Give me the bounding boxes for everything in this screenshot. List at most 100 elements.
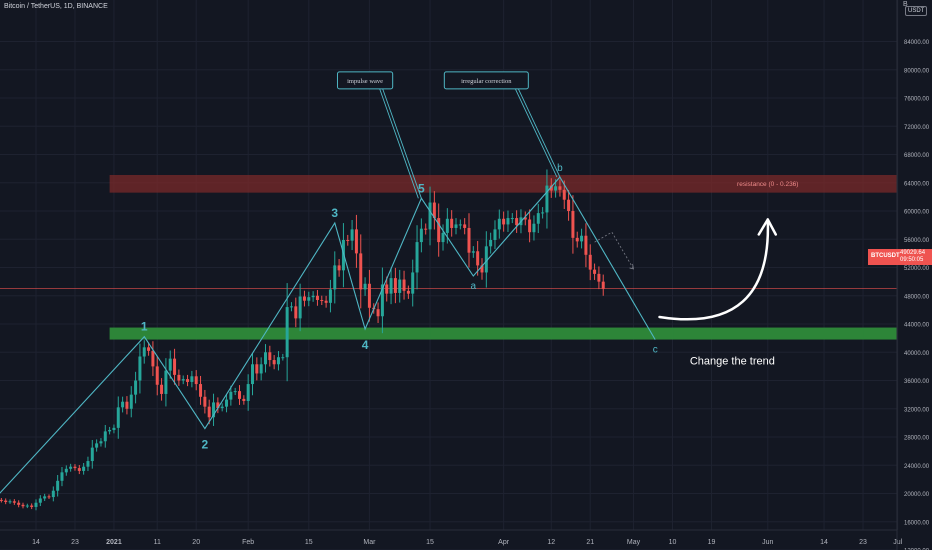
- callout-pointer: [514, 88, 558, 178]
- y-tick-label: 48000.00: [904, 294, 930, 300]
- callout-text: impulse wave: [347, 78, 383, 85]
- candle-body: [125, 401, 129, 409]
- callout-pointer: [517, 88, 561, 178]
- candle-body: [497, 218, 501, 230]
- symbol-title[interactable]: Bitcoin / TetherUS, 1D, BINANCE: [4, 3, 108, 10]
- candle-body: [17, 502, 21, 505]
- candle-body: [597, 273, 601, 282]
- x-tick-label: 23: [859, 539, 867, 546]
- price-tag-countdown: 09:50:05: [900, 257, 924, 263]
- y-tick-label: 44000.00: [904, 323, 930, 329]
- candle-body: [21, 504, 25, 507]
- x-tick-label: 12: [547, 539, 555, 546]
- candle-body: [199, 384, 203, 397]
- support-zone: [109, 327, 898, 340]
- candle-body: [103, 431, 107, 442]
- candle-body: [554, 186, 558, 191]
- candle-body: [194, 376, 198, 385]
- resistance-label: resistance (0 - 0.236): [737, 181, 798, 188]
- candle-body: [380, 284, 384, 317]
- candle-body: [458, 224, 462, 226]
- candle-body: [307, 297, 311, 301]
- candle-body: [523, 217, 527, 220]
- x-tick-label: Jun: [762, 539, 773, 546]
- candle-body: [437, 218, 441, 243]
- price-tag-symbol: BTCUSDT: [871, 253, 900, 259]
- currency-badge[interactable]: USDT: [905, 6, 928, 16]
- wave-label-5: 5: [418, 181, 425, 195]
- candle-body: [376, 309, 380, 317]
- candle-body: [207, 406, 211, 418]
- y-tick-label: 28000.00: [904, 436, 930, 442]
- x-tick-label: 2021: [106, 539, 122, 546]
- candle-body: [121, 401, 125, 408]
- candle-body: [151, 350, 155, 367]
- candle-body: [30, 505, 34, 507]
- price-tag-value: 49029.64: [900, 250, 926, 256]
- y-tick-label: 16000.00: [904, 520, 930, 526]
- candle-body: [255, 364, 259, 374]
- candle-body: [588, 254, 592, 270]
- candle-body: [567, 199, 571, 212]
- candle-body: [147, 347, 151, 351]
- candle-body: [359, 253, 363, 290]
- candle-body: [34, 502, 38, 507]
- trend-change-arrowhead: [757, 218, 778, 236]
- callout-pointer: [379, 88, 419, 199]
- y-tick-label: 24000.00: [904, 464, 930, 470]
- wave-label-4: 4: [362, 338, 369, 352]
- candle-body: [389, 278, 393, 294]
- wave-label-a: a: [471, 281, 477, 292]
- candle-body: [281, 357, 285, 359]
- wave-label-c: c: [653, 345, 658, 356]
- candle-body: [56, 480, 60, 491]
- candle-body: [4, 500, 8, 503]
- last-price-tag: BTCUSDT 49029.64 09:50:05: [868, 249, 932, 265]
- x-tick-label: 20: [192, 539, 200, 546]
- candle-body: [532, 223, 536, 233]
- candle-body: [116, 407, 120, 428]
- candle-body: [601, 281, 605, 289]
- y-tick-label: 32000.00: [904, 407, 930, 413]
- y-tick-label: 84000.00: [904, 40, 930, 46]
- y-tick-label: 72000.00: [904, 125, 930, 131]
- candle-body: [276, 357, 280, 365]
- candle-body: [38, 498, 42, 503]
- candle-body: [51, 490, 55, 498]
- candle-body: [528, 219, 532, 233]
- elliott-wave-path: [0, 176, 656, 494]
- candle-body: [220, 406, 224, 409]
- candle-body: [424, 228, 428, 230]
- candle-body: [302, 296, 306, 301]
- candle-body: [233, 391, 237, 393]
- candle-body: [536, 213, 540, 224]
- candle-body: [112, 427, 116, 430]
- candle-body: [272, 360, 276, 365]
- candle-body: [502, 218, 506, 225]
- candle-body: [95, 443, 99, 448]
- projection-dashed-path: [594, 231, 634, 270]
- candle-body: [186, 379, 190, 382]
- wave-label-1: 1: [141, 320, 148, 334]
- y-tick-label: 68000.00: [904, 153, 930, 159]
- candle-body: [346, 239, 350, 241]
- candle-body: [545, 185, 549, 213]
- wave-label-b: b: [557, 163, 563, 174]
- drawing-overlay: 1 2 3 4 5 a b c impulse wave irregular correction…: [0, 71, 798, 494]
- candle-body: [212, 402, 216, 418]
- price-zones: [0, 174, 898, 340]
- y-tick-label: 52000.00: [904, 266, 930, 272]
- candle-body: [285, 307, 289, 358]
- candle-body: [225, 399, 229, 407]
- x-tick-label: Feb: [242, 539, 254, 546]
- candle-body: [173, 358, 177, 375]
- callout-box: [336, 71, 394, 90]
- candle-body: [324, 300, 328, 303]
- x-tick-label: 10: [669, 539, 677, 546]
- candle-body: [549, 185, 553, 191]
- candle-body: [181, 379, 185, 381]
- callout-box: [443, 71, 529, 90]
- candle-body: [69, 466, 73, 469]
- projection-arrowhead: [629, 263, 635, 270]
